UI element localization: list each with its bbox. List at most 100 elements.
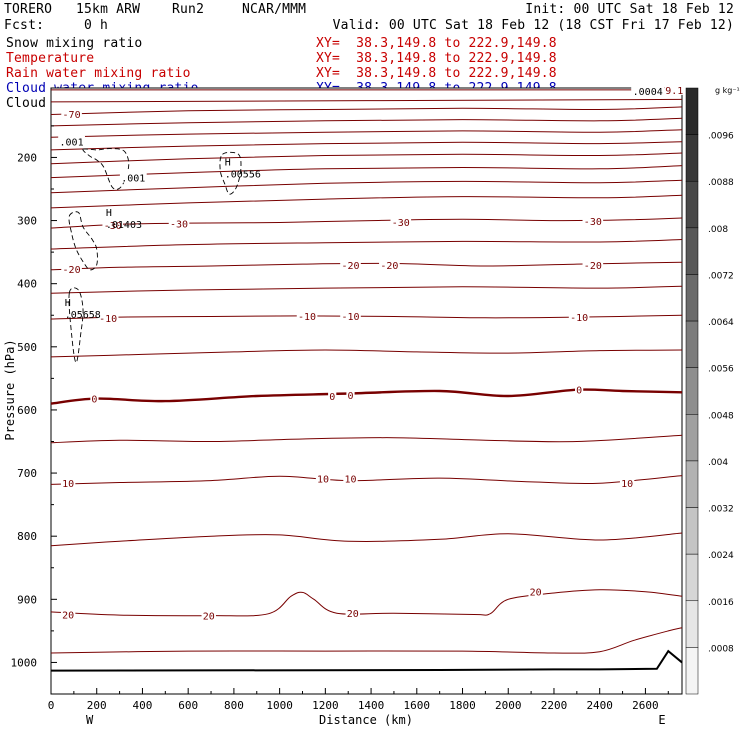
- contour-label: -30: [170, 220, 188, 231]
- x-tick-label: 0: [48, 699, 55, 712]
- contour-label-bg: [582, 215, 604, 227]
- colorbar-swatch: [685, 320, 699, 368]
- contour-label-bg: [61, 107, 82, 119]
- colorbar-label: .0064: [708, 318, 734, 328]
- high-value: .01403: [106, 220, 142, 231]
- colorbar-swatch: [685, 274, 699, 322]
- colorbar-unit: g kg⁻¹: [715, 86, 740, 95]
- contour-label-bg: [390, 215, 412, 227]
- field-name: Snow mixing ratio: [6, 36, 143, 51]
- temperature-isotherm: [50, 532, 683, 547]
- colorbar-swatch: [685, 507, 699, 555]
- contour-label: -70: [63, 110, 81, 121]
- contour-label-bg: [60, 477, 76, 489]
- contour-label-bg: [340, 258, 361, 270]
- contour-label-bg: [340, 309, 361, 321]
- model-name: TORERO: [4, 2, 53, 17]
- contour-label-bg: [60, 608, 76, 620]
- contour-label: -20: [584, 261, 602, 272]
- colorbar-swatch: [685, 180, 699, 229]
- contour-label-bg: [315, 472, 331, 484]
- contour-label: 10: [317, 475, 329, 486]
- cloud-ice-contour: [68, 287, 84, 364]
- high-value: .05658: [65, 310, 101, 321]
- contour-label-bg: [575, 383, 584, 395]
- contour-label: 0: [576, 386, 582, 397]
- temperature-isotherm: [50, 141, 683, 151]
- temperature-isotherm: [50, 98, 683, 103]
- x-tick-label: 600: [178, 699, 198, 712]
- contour-label: .0004: [633, 87, 663, 98]
- contour-label: -30: [584, 217, 602, 228]
- colorbar-label: .0048: [708, 411, 734, 421]
- field-xy-range: XY= 38.3,149.8 to 222.9,149.8: [316, 36, 557, 51]
- contour-label-bg: [97, 311, 119, 323]
- y-tick-label: 600: [17, 404, 37, 417]
- institution-label: NCAR/MMM: [242, 2, 307, 17]
- terrain-line: [50, 649, 683, 672]
- contour-label: -20: [63, 265, 81, 276]
- field-name: Temperature: [6, 51, 95, 66]
- east-label: E: [658, 713, 665, 727]
- temperature-isotherm: [50, 106, 683, 115]
- contour-label: 20: [62, 610, 74, 621]
- y-tick-label: 800: [17, 530, 37, 543]
- contour-label-bg: [379, 258, 400, 270]
- contour-label: -20: [341, 261, 359, 272]
- temperature-isotherm: [50, 239, 683, 250]
- colorbar-swatch: [685, 553, 699, 602]
- y-tick-label: 500: [17, 341, 37, 354]
- x-tick-label: 2600: [632, 699, 659, 712]
- high-marker: H: [225, 157, 231, 168]
- x-tick-label: 2200: [541, 699, 568, 712]
- contour-label: -10: [99, 314, 117, 325]
- contour-label-bg: [201, 609, 216, 621]
- colorbar-label: .0096: [708, 132, 734, 142]
- y-axis-title: Pressure (hPa): [3, 339, 17, 440]
- x-tick-label: 1000: [266, 699, 293, 712]
- cloud-ice-contour: [219, 151, 242, 195]
- contour-label-bg: [61, 263, 82, 275]
- contour-label: 10: [62, 479, 74, 490]
- colorbar-label: .0072: [708, 271, 734, 281]
- contour-label: 20: [347, 609, 359, 620]
- contour-label: -10: [298, 312, 316, 323]
- colorbar-swatch: [685, 600, 699, 648]
- temperature-isotherm: [50, 627, 683, 654]
- cloud-ice-contour: [68, 211, 98, 271]
- temperature-isotherm: [50, 285, 683, 294]
- contour-label-bg: [582, 258, 604, 270]
- x-tick-label: 800: [224, 699, 244, 712]
- temperature-isotherm: [50, 117, 683, 127]
- temperature-isotherm: [50, 165, 683, 179]
- cloud-ice-contour: [82, 148, 130, 190]
- high-value: .00556: [225, 169, 261, 180]
- contour-label: 10: [621, 479, 633, 490]
- y-tick-label: 1000: [11, 656, 38, 669]
- colorbar-label: .0008: [708, 644, 734, 654]
- y-tick-label: 700: [17, 467, 37, 480]
- contour-label-bg: [102, 218, 124, 230]
- field-name: Rain water mixing ratio: [6, 66, 191, 81]
- contour-label-bg: [168, 217, 190, 229]
- colorbar-label: .0024: [708, 551, 734, 561]
- contour-label: 10: [344, 475, 356, 486]
- x-tick-label: 1600: [404, 699, 431, 712]
- contour-label: -30: [104, 221, 122, 232]
- colorbar-label: .008: [708, 225, 728, 235]
- contour-label-bg: [631, 85, 665, 97]
- contour-label-bg: [328, 390, 337, 402]
- contour-label-bg: [90, 392, 99, 404]
- temperature-isotherm: [50, 434, 683, 444]
- colorbar-label: .0016: [708, 598, 734, 608]
- west-label: W: [86, 713, 94, 727]
- contour-label-bg: [651, 83, 685, 95]
- x-tick-label: 1800: [449, 699, 476, 712]
- forecast-label: Fcst:: [4, 18, 45, 33]
- contour-label: -79.1: [653, 86, 683, 97]
- contour-label-bg: [119, 171, 147, 183]
- high-marker: H: [106, 208, 112, 219]
- y-tick-label: 200: [17, 151, 37, 164]
- colorbar-swatch: [685, 460, 699, 508]
